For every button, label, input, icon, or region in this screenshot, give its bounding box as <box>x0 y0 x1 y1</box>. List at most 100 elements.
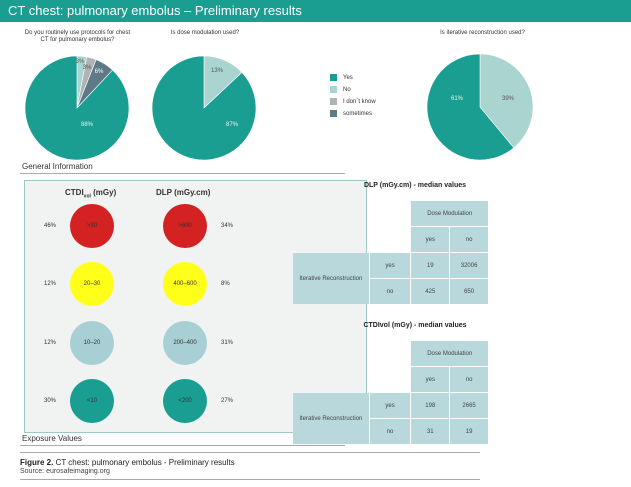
ctdi-percent: 12% <box>44 281 57 287</box>
ctdi-range-label: 20–30 <box>83 281 101 287</box>
pie1-slices <box>25 56 129 160</box>
dlp-circle-yellow: 400–600 <box>163 262 207 306</box>
table-blank-cell <box>370 227 411 252</box>
legend-label: sometimes <box>343 110 373 117</box>
column-header-yes: yes <box>411 367 450 392</box>
dlp-heading: DLP (mGy.cm) <box>156 188 211 197</box>
dlp-percent: 34% <box>221 223 234 229</box>
pie1-labels: 88% 3% 3% 6% <box>76 59 104 128</box>
pie3-slice-yes <box>427 54 515 160</box>
table-cell: 2665 <box>450 393 488 418</box>
table-cell: 19 <box>411 253 450 278</box>
legend-swatch <box>330 74 337 81</box>
legend: Yes No I don´t know sometimes <box>330 72 420 120</box>
ctdivol-table: Dose Modulation yes no Iterative Reconst… <box>292 340 489 445</box>
figure-number: Figure 2. <box>20 458 54 467</box>
pie1-slice-yes <box>25 56 129 160</box>
figure-source: Source: eurosafeimaging.org <box>20 468 110 475</box>
table-blank-cell <box>293 227 369 252</box>
pie3-slices <box>427 54 533 160</box>
row-header-yes: yes <box>369 253 411 278</box>
pie2-label-yes: 87% <box>226 122 239 128</box>
dlp-circle-lightgrey: 200–400 <box>163 321 207 365</box>
dlp-range-label: 200–400 <box>173 340 197 346</box>
iterative-reconstruction-header: Iterative Reconstruction <box>293 393 369 444</box>
table-cell: 32006 <box>450 253 488 278</box>
pie1-question: Do you routinely use protocols for chest… <box>24 30 131 43</box>
ctdi-range-label: <10 <box>86 398 98 404</box>
pie1-label-dontknow: 3% <box>83 65 92 71</box>
legend-swatch <box>330 86 337 93</box>
pie1-label-yes: 88% <box>81 122 94 128</box>
legend-swatch <box>330 110 337 117</box>
pie3-question: Is iterative reconstruction used? <box>440 30 525 36</box>
ctdi-circle-yellow: 20–30 <box>70 262 114 306</box>
legend-label: I don´t know <box>343 98 376 105</box>
dlp-percent: 8% <box>221 281 230 287</box>
dlp-table: Dose Modulation yes no Iterative Reconst… <box>292 200 489 305</box>
table-cell: 425 <box>411 279 450 304</box>
table-cell: 19 <box>450 419 488 444</box>
page-title: CT chest: pulmonary embolus – Preliminar… <box>8 3 302 18</box>
pie3-label-yes: 61% <box>451 96 464 102</box>
pie1-label-no: 3% <box>76 59 85 65</box>
pie2-slice-yes <box>152 56 256 160</box>
ctdi-percent: 46% <box>44 223 57 229</box>
ctdi-title: CTDI <box>65 188 84 197</box>
legend-item-yes: Yes <box>330 72 353 83</box>
table-cell: 198 <box>411 393 450 418</box>
legend-label: No <box>343 86 351 93</box>
legend-label: Yes <box>343 74 353 81</box>
caption-rule-bottom <box>20 479 480 480</box>
table-blank-cell <box>293 201 369 226</box>
dlp-range-label: <200 <box>178 398 192 404</box>
ctdi-range-label: >30 <box>86 223 98 229</box>
column-header-no: no <box>450 227 488 252</box>
pie2-slices <box>152 56 256 160</box>
table-blank-cell <box>370 367 411 392</box>
table-blank-cell <box>370 201 411 226</box>
caption-rule-top <box>20 452 480 453</box>
pie3-chart: 61% 39% <box>427 54 533 160</box>
row-header-yes: yes <box>369 393 411 418</box>
table-blank-cell <box>293 367 369 392</box>
legend-item-sometimes: sometimes <box>330 108 372 119</box>
divider <box>20 445 345 446</box>
row-header-no: no <box>369 279 411 304</box>
general-information-label: General Information <box>22 162 93 171</box>
table-cell: 650 <box>450 279 488 304</box>
figure-caption-text: CT chest: pulmonary embolus - Preliminar… <box>53 458 235 467</box>
ctdi-subscript: vol <box>83 193 91 200</box>
column-header-yes: yes <box>411 227 450 252</box>
ctdi-circle-lightgrey: 10–20 <box>70 321 114 365</box>
ctdi-heading: CTDIvol (mGy) <box>65 188 116 200</box>
dlp-percent: 31% <box>221 340 234 346</box>
pie1-chart: 88% 3% 3% 6% <box>25 56 129 160</box>
figure-caption: Figure 2. CT chest: pulmonary embolus - … <box>20 458 235 467</box>
pie2-label-no: 13% <box>211 68 224 74</box>
pie1-label-sometimes: 6% <box>95 69 104 75</box>
table-blank-cell <box>293 341 369 366</box>
dlp-range-label: 400–600 <box>173 281 197 287</box>
legend-swatch <box>330 98 337 105</box>
pie2-chart: 87% 13% <box>152 56 256 160</box>
dlp-circle-teal: <200 <box>163 379 207 423</box>
dlp-range-label: >600 <box>178 223 192 229</box>
legend-item-no: No <box>330 84 351 95</box>
ctdi-percent: 30% <box>44 398 57 404</box>
ctdi-circle-red: >30 <box>70 204 114 248</box>
row-header-no: no <box>369 419 411 444</box>
exposure-values-label: Exposure Values <box>22 434 82 443</box>
pie2-question: Is dose modulation used? <box>170 30 240 36</box>
column-header-no: no <box>450 367 488 392</box>
table-blank-cell <box>370 341 411 366</box>
ctdi-circle-teal: <10 <box>70 379 114 423</box>
iterative-reconstruction-header: Iterative Reconstruction <box>293 253 369 304</box>
header-bar: CT chest: pulmonary embolus – Preliminar… <box>0 0 631 22</box>
legend-item-dontknow: I don´t know <box>330 96 376 107</box>
pie3-labels: 61% 39% <box>451 96 515 102</box>
dlp-percent: 27% <box>221 398 234 404</box>
pie2-labels: 87% 13% <box>211 68 239 128</box>
pie3-slice-no <box>479 54 533 149</box>
ctdi-range-label: 10–20 <box>83 340 101 346</box>
